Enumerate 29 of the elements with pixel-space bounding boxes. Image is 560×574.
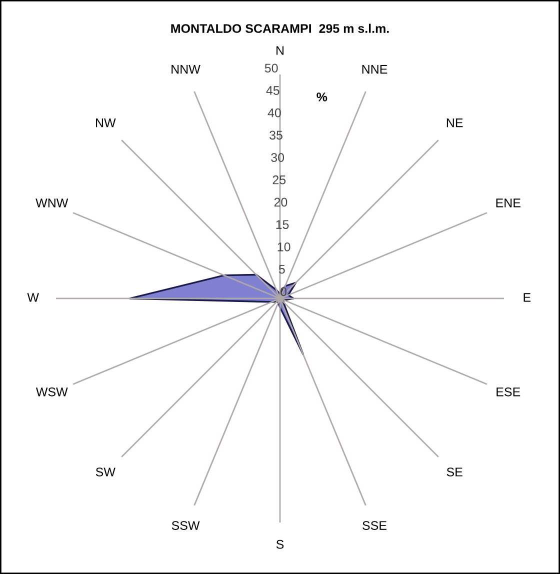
y-tick-label: 25 bbox=[272, 175, 286, 184]
spoke-label: NNW bbox=[172, 64, 200, 74]
spoke-label: W bbox=[27, 293, 39, 302]
y-tick-label: 40 bbox=[268, 108, 281, 118]
y-tick-label: 15 bbox=[276, 220, 289, 229]
spoke-label: NE bbox=[446, 118, 463, 128]
spoke-label: SW bbox=[96, 468, 116, 476]
spoke-label: SSE bbox=[362, 521, 386, 530]
y-tick-label: 45 bbox=[266, 86, 280, 95]
y-tick-label: 10 bbox=[278, 242, 290, 252]
spoke-label: SSW bbox=[172, 521, 200, 530]
y-tick-label: 35 bbox=[270, 130, 282, 140]
spoke-label: N bbox=[276, 46, 284, 55]
spoke-label: ESE bbox=[496, 387, 520, 396]
spoke-label: WSW bbox=[36, 387, 68, 396]
y-tick-label: 20 bbox=[274, 198, 288, 207]
spoke-label: ENE bbox=[496, 198, 520, 208]
spoke-label: SE bbox=[446, 468, 462, 476]
chart-title: MONTALDO SCARAMPI 295 m s.l.m. bbox=[171, 24, 389, 33]
y-tick-label: 0 bbox=[280, 287, 286, 296]
spoke-label: WNW bbox=[36, 198, 68, 208]
y-tick-label: 50 bbox=[264, 64, 278, 73]
spoke-label: NNE bbox=[362, 64, 388, 74]
spoke-label: E bbox=[524, 293, 531, 302]
spoke-label: S bbox=[276, 540, 284, 549]
y-tick-label: 30 bbox=[271, 153, 284, 162]
y-tick-label: 5 bbox=[278, 264, 285, 274]
text: % bbox=[316, 92, 328, 102]
spoke-label: NW bbox=[96, 118, 116, 128]
